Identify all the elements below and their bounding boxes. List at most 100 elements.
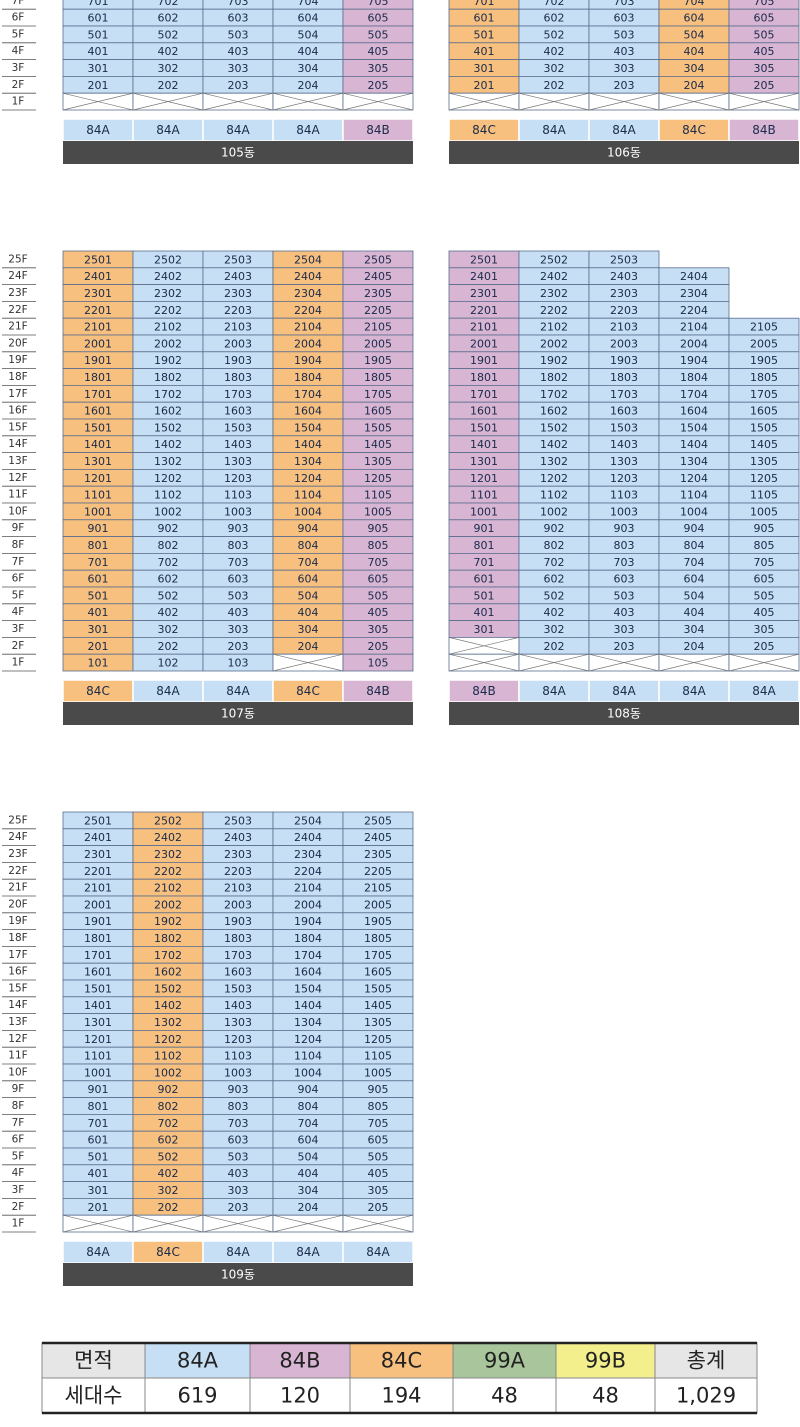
unit-cell <box>342 653 414 672</box>
unit-number: 801 <box>88 539 109 552</box>
unit-number: 1501 <box>470 421 498 434</box>
unit-number: 2405 <box>364 270 392 283</box>
unit-number: 501 <box>88 1150 109 1163</box>
unit-number: 2403 <box>610 270 638 283</box>
floor-label: 1F <box>12 657 25 669</box>
unit-number: 1104 <box>294 1050 322 1063</box>
unit-number: 1105 <box>364 489 392 502</box>
unit-number: 402 <box>544 45 565 58</box>
building-name: 107동 <box>221 707 255 721</box>
floor-label: 23F <box>8 848 27 860</box>
unit-number: 401 <box>474 45 495 58</box>
unit-number: 1605 <box>750 405 778 418</box>
unit-number: 1801 <box>84 932 112 945</box>
unit-number: 1805 <box>364 371 392 384</box>
unit-number: 603 <box>228 12 249 25</box>
floor-label: 14F <box>8 999 27 1011</box>
floor-label: 25F <box>8 253 27 265</box>
floor-label: 16F <box>8 966 27 978</box>
unit-number: 905 <box>754 522 775 535</box>
unit-number: 1703 <box>224 949 252 962</box>
unit-number: 605 <box>368 573 389 586</box>
unit-number: 2102 <box>540 321 568 334</box>
unit-number: 1501 <box>84 982 112 995</box>
unit-number: 803 <box>228 1100 249 1113</box>
unit-number: 705 <box>368 0 389 8</box>
unit-number: 1301 <box>84 1016 112 1029</box>
unit-number: 702 <box>544 0 565 8</box>
type-label: 84A <box>752 684 776 698</box>
unit-number: 101 <box>88 657 109 670</box>
unit-number: 502 <box>544 589 565 602</box>
unit-number: 1401 <box>84 999 112 1012</box>
unit-number: 2504 <box>294 253 322 266</box>
unit-number: 602 <box>158 12 179 25</box>
unit-number: 2402 <box>540 270 568 283</box>
floor-label: 22F <box>8 304 27 316</box>
unit-number: 602 <box>158 573 179 586</box>
unit-number: 2002 <box>154 898 182 911</box>
unit-number: 403 <box>228 1167 249 1180</box>
unit-number: 2205 <box>364 865 392 878</box>
unit-number: 2303 <box>610 287 638 300</box>
cross <box>272 1214 344 1233</box>
cross <box>132 92 204 111</box>
unit-number: 1405 <box>364 999 392 1012</box>
unit-number: 504 <box>298 589 319 602</box>
type-label: 84A <box>612 684 636 698</box>
unit-number: 1505 <box>364 982 392 995</box>
unit-number: 704 <box>298 1117 319 1130</box>
floor-label: 2F <box>12 1201 25 1213</box>
unit-number: 602 <box>544 12 565 25</box>
unit-number: 2404 <box>294 831 322 844</box>
floor-label: 17F <box>8 388 27 400</box>
cross <box>62 92 134 111</box>
building-name: 105동 <box>221 146 255 160</box>
floor-label: 14F <box>8 438 27 450</box>
unit-number: 902 <box>544 522 565 535</box>
unit-count: 194 <box>381 1384 421 1408</box>
floor-label: 13F <box>8 1016 27 1028</box>
unit-number: 1201 <box>470 472 498 485</box>
unit-number: 2402 <box>154 270 182 283</box>
unit-number: 301 <box>474 623 495 636</box>
unit-number: 703 <box>228 556 249 569</box>
unit-number: 1905 <box>750 354 778 367</box>
type-label: 84B <box>472 684 496 698</box>
unit-number: 203 <box>614 640 635 653</box>
unit-number: 403 <box>614 45 635 58</box>
unit-number: 805 <box>368 1100 389 1113</box>
unit-number: 401 <box>88 606 109 619</box>
type-label: 84A <box>86 123 110 137</box>
unit-number: 2004 <box>294 898 322 911</box>
unit-number: 1902 <box>540 354 568 367</box>
floor-label: 23F <box>8 287 27 299</box>
unit-number: 1005 <box>364 1066 392 1079</box>
unit-number: 503 <box>614 28 635 41</box>
unit-number: 203 <box>228 1201 249 1214</box>
cross <box>342 92 414 111</box>
table-cell <box>555 1377 656 1414</box>
cross <box>272 653 344 672</box>
cross <box>448 92 520 111</box>
unit-number: 601 <box>474 12 495 25</box>
unit-count: 48 <box>592 1384 619 1408</box>
unit-number: 303 <box>614 623 635 636</box>
unit-number: 202 <box>158 1201 179 1214</box>
unit-number: 805 <box>368 539 389 552</box>
unit-number: 702 <box>158 1117 179 1130</box>
unit-number: 704 <box>298 556 319 569</box>
unit-number: 1004 <box>680 505 708 518</box>
floor-label: 4F <box>12 606 25 618</box>
unit-number: 1001 <box>470 505 498 518</box>
unit-number: 605 <box>368 12 389 25</box>
unit-number: 1604 <box>294 966 322 979</box>
floor-label: 25F <box>8 814 27 826</box>
unit-number: 2001 <box>84 337 112 350</box>
unit-number: 1004 <box>294 505 322 518</box>
unit-number: 501 <box>474 589 495 602</box>
unit-number: 1803 <box>610 371 638 384</box>
unit-number: 2401 <box>84 831 112 844</box>
unit-number: 2201 <box>470 304 498 317</box>
unit-number: 204 <box>684 640 705 653</box>
